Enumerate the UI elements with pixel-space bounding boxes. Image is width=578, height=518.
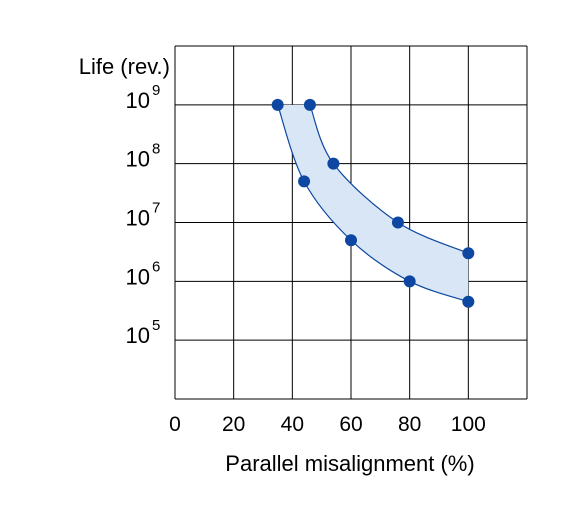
x-tick-label: 60 — [339, 413, 362, 436]
y-tick-label: 10 — [126, 147, 150, 172]
data-points — [271, 98, 475, 308]
y-axis-label: Life (rev.) — [79, 54, 170, 79]
data-point — [403, 275, 416, 288]
y-tick-label: 10 — [126, 323, 150, 348]
data-point — [298, 175, 311, 188]
x-tick-label: 80 — [398, 413, 421, 436]
data-point — [303, 98, 316, 111]
data-point — [462, 247, 475, 260]
y-tick-label: 10 — [126, 206, 150, 231]
y-tick-label: 10 — [126, 88, 150, 113]
data-point — [345, 234, 357, 247]
data-point — [327, 157, 340, 170]
data-point — [462, 295, 475, 308]
x-tick-label: 40 — [281, 413, 304, 436]
band-upper-edge — [309, 104, 469, 254]
x-tick-label: 100 — [451, 413, 486, 436]
x-tick-labels: 0 20 40 60 80 100 — [169, 413, 486, 436]
y-tick-exponent: 6 — [152, 258, 160, 275]
x-axis-label: Parallel misalignment (%) — [225, 451, 474, 476]
y-tick-exponent: 9 — [152, 82, 160, 99]
data-point — [271, 98, 284, 111]
y-tick-exponent: 5 — [152, 317, 160, 334]
x-tick-label: 0 — [169, 413, 181, 436]
y-tick-label: 10 — [126, 264, 150, 289]
x-tick-label: 20 — [222, 413, 245, 436]
y-tick-exponent: 8 — [152, 141, 160, 158]
life-band — [277, 104, 469, 302]
data-point — [391, 216, 404, 229]
y-tick-exponent: 7 — [152, 200, 160, 217]
grid — [174, 45, 528, 400]
